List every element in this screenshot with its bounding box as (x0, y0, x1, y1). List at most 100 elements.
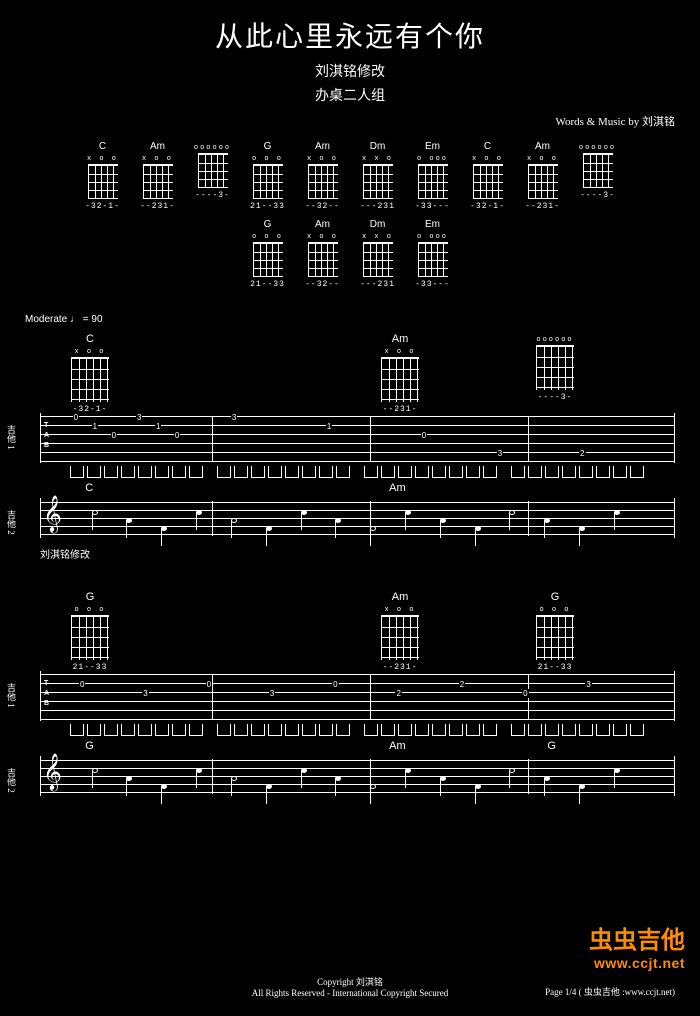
chord-grid (71, 615, 109, 660)
chord-name: Em (425, 141, 440, 152)
chord-grid (418, 164, 448, 199)
rhythm-marker (613, 466, 627, 478)
tab-clef-icon: TAB (44, 679, 49, 709)
note-stem (614, 512, 615, 530)
rhythm-marker (398, 466, 412, 478)
tab-fret-number: 0 (79, 680, 85, 689)
tab-fret-number: 3 (497, 449, 503, 458)
chord-diagram: Amx o o--231- (520, 141, 565, 211)
tab-fret-number: 0 (332, 680, 338, 689)
rhythm-marker (155, 466, 169, 478)
rhythm-marker (70, 724, 84, 736)
system-2-chord-diagrams: G o o o21--33Amx o o--231-G o o o21--33 (40, 591, 660, 661)
rhythm-marker (562, 466, 576, 478)
tab-fret-number: 3 (269, 689, 275, 698)
chord-open-strings: x o o (74, 348, 105, 356)
note-stem (92, 512, 93, 530)
rhythm-marker (155, 724, 169, 736)
rhythm-marker (319, 724, 333, 736)
chord-diagram: Emo ooo-33--- (410, 219, 455, 289)
rhythm-marker (449, 466, 463, 478)
chord-diagram: Dmx x o---231 (355, 219, 400, 289)
chord-grid (198, 153, 228, 188)
chord-open-strings: o ooo (417, 155, 448, 163)
chord-grid (536, 615, 574, 660)
chord-fingering: --231- (140, 202, 175, 211)
chord-reference-row-2: G o o o21--33Amx o o--32--Dmx x o---231E… (0, 219, 700, 289)
chord-name: G (264, 219, 272, 230)
chord-diagram: oooooo----3- (536, 333, 574, 402)
chord-diagram: oooooo----3- (190, 141, 235, 211)
chord-fingering: ---231 (360, 202, 395, 211)
rhythm-marker (319, 466, 333, 478)
chord-diagram: Amx o o--231- (381, 333, 419, 414)
note-stem (196, 512, 197, 530)
chord-open-strings: x o o (527, 155, 558, 163)
barline (528, 674, 529, 719)
note-stem (92, 770, 93, 788)
chord-open-strings: x o o (472, 155, 503, 163)
rhythm-marker (432, 466, 446, 478)
rhythm-marker (364, 724, 378, 736)
rhythm-marker (336, 466, 350, 478)
note-stem (196, 770, 197, 788)
chord-grid (363, 164, 393, 199)
rhythm-marker (528, 724, 542, 736)
note-stem (161, 786, 162, 804)
rhythm-marker (189, 724, 203, 736)
chord-diagram: Cx o o-32-1- (80, 141, 125, 211)
chord-open-strings: o o o (252, 155, 283, 163)
system-1-tab: 吉他 1 TAB 01031031032 (25, 413, 675, 478)
rhythm-marker (87, 466, 101, 478)
tab-fret-number: 3 (142, 689, 148, 698)
note-stem (370, 786, 371, 804)
chord-diagram: Emo ooo-33--- (410, 141, 455, 211)
rhythm-marker (302, 466, 316, 478)
note-stem (126, 520, 127, 538)
chord-fingering: 21--33 (250, 280, 285, 289)
note-stem (405, 770, 406, 788)
note-stem (126, 778, 127, 796)
chord-symbol: Am (389, 740, 406, 752)
note-stem (579, 528, 580, 546)
chord-diagram: Dmx x o---231 (355, 141, 400, 211)
chord-diagram: Amx o o--231- (135, 141, 180, 211)
rhythm-marker (511, 724, 525, 736)
note-stem (544, 778, 545, 796)
chord-name: Am (535, 141, 550, 152)
barline (212, 501, 213, 536)
note-stem (370, 528, 371, 546)
rhythm-marker (630, 724, 644, 736)
rhythm-marker (251, 724, 265, 736)
rhythm-marker (285, 724, 299, 736)
rhythm-marker (70, 466, 84, 478)
tab-fret-number: 1 (326, 422, 332, 431)
treble-clef-icon: 𝄞 (43, 495, 62, 533)
note-stem (335, 520, 336, 538)
note-stem (301, 512, 302, 530)
rhythm-marker (336, 724, 350, 736)
rhythm-marker (364, 466, 378, 478)
rhythm-marker (596, 466, 610, 478)
chord-grid (308, 242, 338, 277)
chord-diagram: G o o o21--33 (245, 219, 290, 289)
chord-open-strings: o o o (539, 606, 570, 614)
chord-name: G (264, 141, 272, 152)
barline (212, 674, 213, 719)
system-1-staff: 吉他 2 𝄞 CAm (25, 498, 675, 538)
chord-grid (583, 153, 613, 188)
chord-open-strings: x o o (384, 606, 415, 614)
barline (212, 416, 213, 461)
note-stem (161, 528, 162, 546)
chord-name: Am (315, 141, 330, 152)
note-stem (475, 786, 476, 804)
tempo-marking: Moderate ♩ = 90 (25, 314, 700, 325)
chord-symbol: C (85, 482, 93, 494)
chord-grid (418, 242, 448, 277)
chord-name: G (551, 591, 560, 603)
rhythm-marker (432, 724, 446, 736)
chord-fingering: ----3- (195, 191, 230, 200)
note-stem (405, 512, 406, 530)
tab-fret-number: 2 (395, 689, 401, 698)
rhythm-marker (234, 466, 248, 478)
